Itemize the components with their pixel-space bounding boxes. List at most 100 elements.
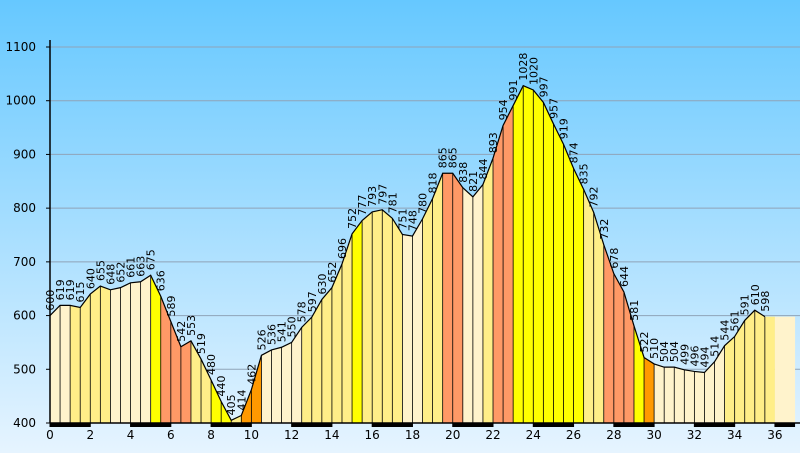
x-tick-label: 30 xyxy=(646,428,661,442)
elevation-label-49: 997 xyxy=(537,76,550,97)
x-tick-label: 24 xyxy=(526,428,541,442)
elevation-label-30: 752 xyxy=(346,208,359,229)
elevation-label-64: 496 xyxy=(688,345,701,366)
y-tick-label: 900 xyxy=(13,147,36,161)
elevation-label-39: 865 xyxy=(437,147,450,168)
elevation-outline xyxy=(49,84,766,423)
elevation-label-68: 561 xyxy=(729,311,742,332)
elevation-label-70: 610 xyxy=(749,284,762,305)
slope-segment-9 xyxy=(241,355,262,423)
y-tick-label: 800 xyxy=(13,201,36,215)
elevation-label-61: 504 xyxy=(658,341,671,362)
elevation-label-60: 510 xyxy=(648,338,661,359)
x-tick-label: 34 xyxy=(727,428,742,442)
y-tick-label: 400 xyxy=(13,416,36,430)
elevation-label-66: 514 xyxy=(709,336,722,357)
elevation-label-25: 578 xyxy=(296,301,309,322)
elevation-label-11: 636 xyxy=(155,270,168,291)
slope-segment-14 xyxy=(362,211,373,423)
elevation-label-56: 678 xyxy=(608,248,621,269)
slope-segment-29 xyxy=(724,310,755,423)
slope-segment-4 xyxy=(150,275,161,423)
x-tick-label: 2 xyxy=(86,428,94,442)
scale-bar-block-2 xyxy=(211,423,252,427)
elevation-label-19: 414 xyxy=(235,389,248,410)
elevation-label-46: 991 xyxy=(507,80,520,101)
elevation-labels: 6006196196156406556486526616636756365895… xyxy=(44,53,772,416)
scale-bar-block-7 xyxy=(613,423,655,427)
slope-segment-12 xyxy=(301,233,353,423)
x-tick-label: 22 xyxy=(485,428,500,442)
x-tick-label: 4 xyxy=(127,428,135,442)
elevation-label-58: 581 xyxy=(628,300,641,321)
x-tick-label: 10 xyxy=(244,428,259,442)
elevation-label-31: 777 xyxy=(356,194,369,215)
x-tick-label: 6 xyxy=(167,428,175,442)
elevation-label-22: 536 xyxy=(266,324,279,345)
x-tick-label: 28 xyxy=(606,428,621,442)
x-tick-label: 16 xyxy=(365,428,380,442)
elevation-label-4: 640 xyxy=(84,268,97,289)
elevation-label-20: 462 xyxy=(245,364,258,385)
elevation-label-21: 526 xyxy=(255,329,268,350)
elevation-label-3: 615 xyxy=(74,282,87,303)
elevation-label-18: 405 xyxy=(225,394,238,415)
slope-segment-8 xyxy=(231,415,242,423)
elevation-label-32: 793 xyxy=(366,186,379,207)
elevation-label-50: 957 xyxy=(547,98,560,119)
x-tick-label: 20 xyxy=(445,428,460,442)
elevation-label-43: 844 xyxy=(477,159,490,180)
elevation-label-40: 865 xyxy=(447,147,460,168)
x-tick-label: 8 xyxy=(207,428,215,442)
y-tick-label: 1100 xyxy=(5,40,36,54)
slope-segment-27 xyxy=(644,357,655,423)
elevation-label-53: 835 xyxy=(578,163,591,184)
elevation-label-42: 821 xyxy=(467,171,480,192)
x-tick-label: 36 xyxy=(767,428,782,442)
elevation-label-9: 663 xyxy=(135,256,148,277)
elevation-label-17: 440 xyxy=(215,376,228,397)
elevation-label-2: 619 xyxy=(64,279,77,300)
elevation-label-41: 838 xyxy=(457,162,470,183)
elevation-label-44: 893 xyxy=(487,132,500,153)
slope-segment-28 xyxy=(654,345,725,423)
elevation-label-54: 792 xyxy=(588,186,601,207)
elevation-label-15: 519 xyxy=(195,333,208,354)
x-tick-label: 12 xyxy=(284,428,299,442)
y-tick-label: 700 xyxy=(13,255,36,269)
elevation-label-62: 504 xyxy=(668,341,681,362)
x-tick-label: 14 xyxy=(324,428,339,442)
y-tick-label: 600 xyxy=(13,309,36,323)
slope-segment-31 xyxy=(774,316,796,423)
elevation-label-38: 818 xyxy=(427,172,440,193)
elevation-label-34: 781 xyxy=(386,192,399,213)
elevation-label-6: 648 xyxy=(104,264,117,285)
elevation-label-7: 652 xyxy=(114,262,127,283)
elevation-label-1: 619 xyxy=(54,279,67,300)
elevation-label-0: 600 xyxy=(44,290,57,311)
elevation-label-33: 797 xyxy=(376,184,389,205)
elevation-label-48: 1020 xyxy=(527,57,540,85)
elevation-label-5: 655 xyxy=(94,260,107,281)
x-tick-label: 32 xyxy=(687,428,702,442)
elevation-line xyxy=(49,84,766,422)
slope-segment-15 xyxy=(372,209,403,423)
elevation-label-23: 541 xyxy=(276,321,289,342)
elevation-label-45: 954 xyxy=(497,99,510,120)
elevation-label-14: 553 xyxy=(185,315,198,336)
distance-scale-bar xyxy=(50,423,796,427)
elevation-label-71: 598 xyxy=(759,291,772,312)
x-tick-label: 0 xyxy=(46,428,54,442)
scale-bar-block-8 xyxy=(694,423,735,427)
elevation-label-59: 522 xyxy=(638,331,651,352)
elevation-label-35: 751 xyxy=(396,208,409,229)
elevation-label-10: 675 xyxy=(145,249,158,270)
x-tick-label: 26 xyxy=(566,428,581,442)
scale-bar-block-3 xyxy=(291,423,332,427)
elevation-label-12: 589 xyxy=(165,295,178,316)
elevation-label-26: 597 xyxy=(306,291,319,312)
slope-segment-13 xyxy=(352,220,363,423)
